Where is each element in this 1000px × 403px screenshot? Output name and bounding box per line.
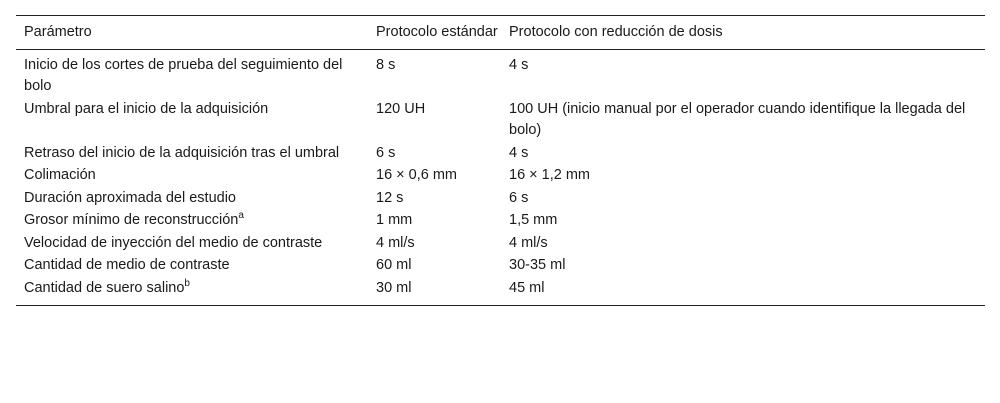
- row-reduced: 45 ml: [509, 279, 545, 296]
- table-row: Velocidad de inyección del medio de cont…: [16, 232, 985, 255]
- row-standard: 120 UH: [376, 100, 426, 117]
- footnote-marker: a: [238, 210, 244, 221]
- row-reduced: 6 s: [509, 189, 529, 206]
- row-param: Umbral para el inicio de la adquisición: [24, 100, 269, 117]
- table-row: Cantidad de medio de contraste 60 ml 30-…: [16, 254, 985, 277]
- table-row: Cantidad de suero salinob 30 ml 45 ml: [16, 277, 985, 306]
- row-reduced: 4 ml/s: [509, 234, 548, 251]
- row-standard: 30 ml: [376, 279, 412, 296]
- header-protocolo-reduccion: Protocolo con reducción de dosis: [509, 24, 723, 40]
- row-reduced: 4 s: [509, 144, 529, 161]
- table-body: Inicio de los cortes de prueba del segui…: [16, 49, 985, 305]
- row-param: Inicio de los cortes de prueba del segui…: [24, 56, 343, 95]
- row-standard: 12 s: [376, 189, 404, 206]
- header-protocolo-estandar: Protocolo estándar: [376, 24, 498, 40]
- row-param: Cantidad de medio de contraste: [24, 257, 230, 273]
- protocol-table-container: Parámetro Protocolo estándar Protocolo c…: [16, 15, 985, 306]
- row-param: Colimación: [24, 167, 96, 183]
- row-param: Cantidad de suero salinob: [24, 277, 190, 296]
- row-param: Grosor mínimo de reconstruccióna: [24, 210, 244, 229]
- row-standard: 60 ml: [376, 257, 412, 273]
- row-param: Duración aproximada del estudio: [24, 189, 236, 206]
- row-standard: 8 s: [376, 56, 396, 73]
- table-row: Grosor mínimo de reconstruccióna 1 mm 1,…: [16, 209, 985, 232]
- row-param: Velocidad de inyección del medio de cont…: [24, 234, 323, 251]
- row-reduced: 1,5 mm: [509, 212, 558, 228]
- protocol-table: Parámetro Protocolo estándar Protocolo c…: [16, 16, 985, 305]
- row-reduced: 30-35 ml: [509, 257, 566, 273]
- table-row: Umbral para el inicio de la adquisición …: [16, 98, 985, 142]
- row-reduced: 4 s: [509, 56, 529, 73]
- row-standard: 16 × 0,6 mm: [376, 167, 457, 183]
- table-header: Parámetro Protocolo estándar Protocolo c…: [16, 16, 985, 49]
- header-parametro: Parámetro: [24, 24, 92, 40]
- table-row: Duración aproximada del estudio 12 s 6 s: [16, 187, 985, 210]
- row-reduced: 100 UH (inicio manual por el operador cu…: [509, 100, 966, 139]
- row-reduced: 16 × 1,2 mm: [509, 167, 590, 183]
- header-row: Parámetro Protocolo estándar Protocolo c…: [16, 16, 985, 49]
- row-param: Retraso del inicio de la adquisición tra…: [24, 144, 340, 161]
- row-standard: 4 ml/s: [376, 234, 415, 251]
- table-row: Colimación 16 × 0,6 mm 16 × 1,2 mm: [16, 164, 985, 187]
- row-standard: 6 s: [376, 144, 396, 161]
- table-row: Inicio de los cortes de prueba del segui…: [16, 49, 985, 98]
- table-row: Retraso del inicio de la adquisición tra…: [16, 142, 985, 165]
- footnote-marker: b: [184, 277, 190, 289]
- row-standard: 1 mm: [376, 212, 413, 228]
